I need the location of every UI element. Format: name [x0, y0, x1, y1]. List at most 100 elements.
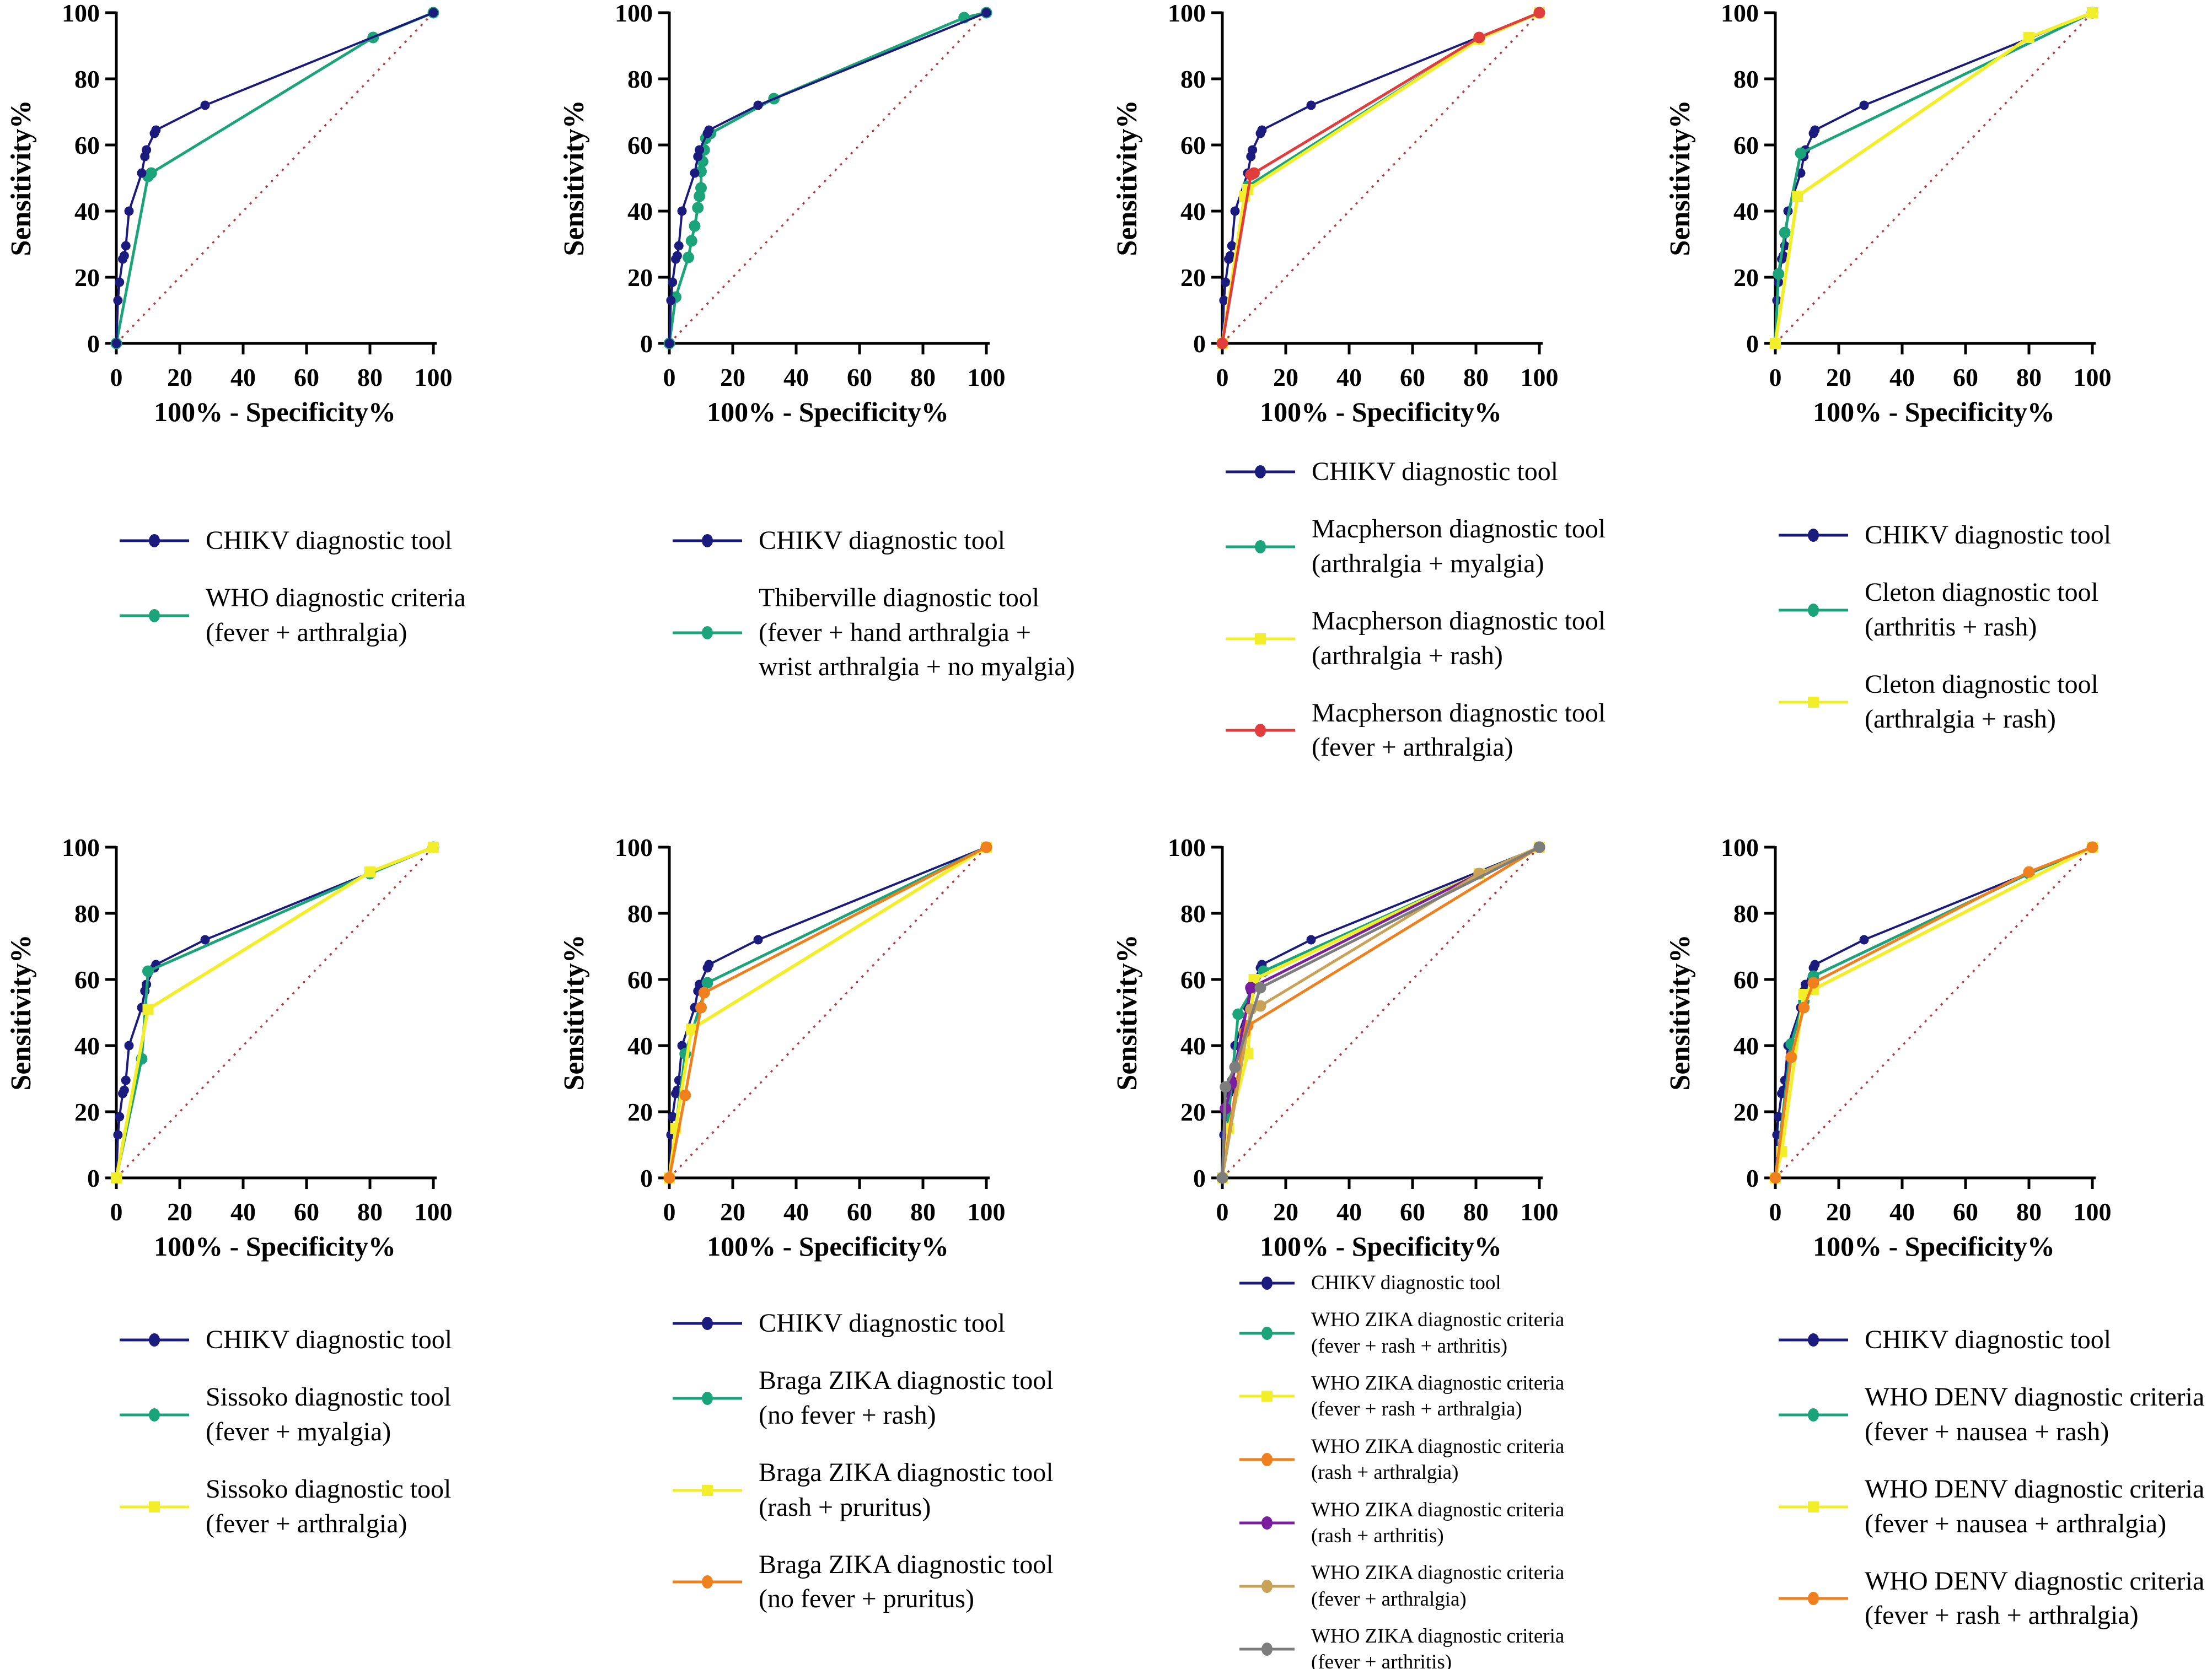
legend-item: Thiberville diagnostic tool (fever + hand…	[672, 581, 1106, 684]
data-point	[679, 1089, 691, 1101]
legend-label-line: (fever + arthritis)	[1311, 1651, 1452, 1669]
data-point	[200, 935, 210, 945]
series-line-0	[1774, 846, 2093, 1178]
legend-marker-icon	[1225, 721, 1296, 740]
y-tick-label: 20	[627, 1098, 653, 1126]
data-point	[1770, 338, 1781, 349]
legend-label: Macpherson diagnostic tool (fever + arthr…	[1312, 696, 1606, 765]
legend-label-line: (rash + pruritus)	[759, 1492, 931, 1522]
legend-label: Macpherson diagnostic tool (arthralgia + …	[1312, 604, 1606, 673]
series-line-3	[1221, 846, 1540, 1178]
data-point	[704, 125, 714, 135]
legend-marker-icon	[1238, 1577, 1296, 1596]
y-axis-label: Sensitivity%	[6, 934, 37, 1090]
data-point	[1248, 145, 1258, 155]
data-point	[1774, 1112, 1784, 1122]
reference-diagonal-line	[115, 846, 434, 1179]
y-tick-label: 60	[627, 966, 653, 994]
y-axis-label: Sensitivity%	[1112, 934, 1143, 1090]
y-tick-label: 20	[74, 1098, 100, 1126]
legend-item: CHIKV diagnostic tool	[1778, 518, 2212, 552]
y-tick-label: 40	[74, 197, 100, 225]
y-tick-label: 0	[640, 330, 653, 358]
data-point	[980, 841, 992, 853]
data-point	[1219, 295, 1229, 305]
legend-marker-icon	[1778, 1331, 1849, 1349]
x-axis-label: 100% - Specificity%	[1260, 1231, 1502, 1262]
series-line-0	[115, 846, 434, 1178]
data-point	[677, 206, 687, 216]
y-axis-label: Sensitivity%	[559, 100, 590, 256]
legend-label: WHO DENV diagnostic criteria (fever + ras…	[1865, 1564, 2204, 1633]
data-point	[142, 145, 152, 155]
x-tick-label: 100	[1521, 1198, 1559, 1226]
data-point	[663, 1172, 675, 1184]
legend-item: WHO ZIKA diagnostic criteria (fever + art…	[1238, 1560, 1659, 1612]
data-point	[428, 8, 438, 18]
data-point	[677, 1041, 687, 1051]
x-tick-label: 40	[230, 363, 256, 391]
data-point	[690, 168, 700, 178]
legend-label-line: WHO ZIKA diagnostic criteria	[1311, 1498, 1565, 1521]
legend-label-line: (rash + arthralgia)	[1311, 1461, 1459, 1484]
legend-label-line: (fever + arthralgia)	[206, 617, 407, 647]
x-tick-label: 100	[968, 363, 1006, 391]
x-axis-label: 100% - Specificity%	[154, 396, 396, 427]
legend-label-line: Macpherson diagnostic tool	[1312, 514, 1606, 544]
x-tick-label: 0	[1769, 363, 1782, 391]
data-point	[115, 1112, 125, 1122]
legend-label: CHIKV diagnostic tool	[1312, 455, 1558, 489]
chart-legend: CHIKV diagnostic tool Cleton diagnostic t…	[1778, 518, 2212, 736]
x-tick-label: 0	[110, 363, 123, 391]
data-point	[200, 100, 210, 110]
data-point	[701, 977, 713, 989]
legend-marker-icon	[1778, 693, 1849, 712]
y-tick-label: 80	[627, 65, 653, 93]
legend-label-line: (no fever + rash)	[759, 1400, 936, 1430]
roc-chart: 0 20 40 60 80 100 0 20 40 60 80 100 100% - Specifici…	[1665, 0, 2112, 427]
x-tick-label: 100	[1521, 363, 1559, 391]
y-tick-label: 100	[62, 834, 100, 862]
data-point	[113, 295, 123, 305]
legend-label-line: WHO ZIKA diagnostic criteria	[1311, 1435, 1565, 1458]
data-point	[2023, 32, 2034, 43]
data-point	[124, 1041, 134, 1051]
x-tick-label: 20	[1826, 363, 1851, 391]
data-point	[137, 168, 147, 178]
reference-diagonal-line	[1221, 12, 1540, 344]
x-tick-label: 60	[294, 363, 319, 391]
x-tick-label: 20	[720, 1198, 745, 1226]
x-tick-label: 0	[1216, 1198, 1229, 1226]
y-tick-label: 80	[627, 900, 653, 928]
x-tick-label: 40	[1889, 363, 1915, 391]
data-point	[695, 145, 705, 155]
legend-label: WHO DENV diagnostic criteria (fever + nau…	[1865, 1380, 2204, 1449]
series-line-1	[115, 846, 434, 1178]
legend-label-line: (arthralgia + myalgia)	[1312, 548, 1544, 578]
x-tick-label: 60	[1953, 1198, 1978, 1226]
legend-label: Cleton diagnostic tool (arthritis + rash)	[1865, 575, 2098, 644]
series-line-1	[668, 11, 987, 344]
legend-label-line: CHIKV diagnostic tool	[759, 526, 1006, 555]
legend-marker-icon	[119, 1406, 190, 1424]
data-point	[1533, 841, 1545, 853]
legend-item: Sissoko diagnostic tool (fever + myalgia)	[119, 1380, 553, 1449]
data-point	[753, 100, 763, 110]
x-tick-label: 40	[1336, 363, 1362, 391]
y-tick-label: 40	[74, 1032, 100, 1060]
y-tick-label: 0	[1193, 1164, 1206, 1192]
legend-label: WHO ZIKA diagnostic criteria (fever + ras…	[1311, 1307, 1564, 1359]
y-tick-label: 40	[1180, 197, 1206, 225]
reference-diagonal-line	[668, 12, 987, 344]
data-point	[1225, 251, 1235, 261]
series-line-2	[115, 846, 434, 1178]
y-tick-label: 40	[627, 1032, 653, 1060]
series-line-2	[1221, 11, 1540, 344]
roc-chart: 0 20 40 60 80 100 0 20 40 60 80 100 100% - Specifici…	[559, 0, 1006, 427]
data-point	[666, 295, 676, 305]
legend-item: Braga ZIKA diagnostic tool (rash + prurit…	[672, 1456, 1106, 1525]
x-tick-label: 100	[2074, 1198, 2112, 1226]
legend-label-line: WHO diagnostic criteria	[206, 583, 466, 613]
x-tick-label: 80	[357, 1198, 383, 1226]
legend-label: WHO DENV diagnostic criteria (fever + nau…	[1865, 1472, 2204, 1541]
